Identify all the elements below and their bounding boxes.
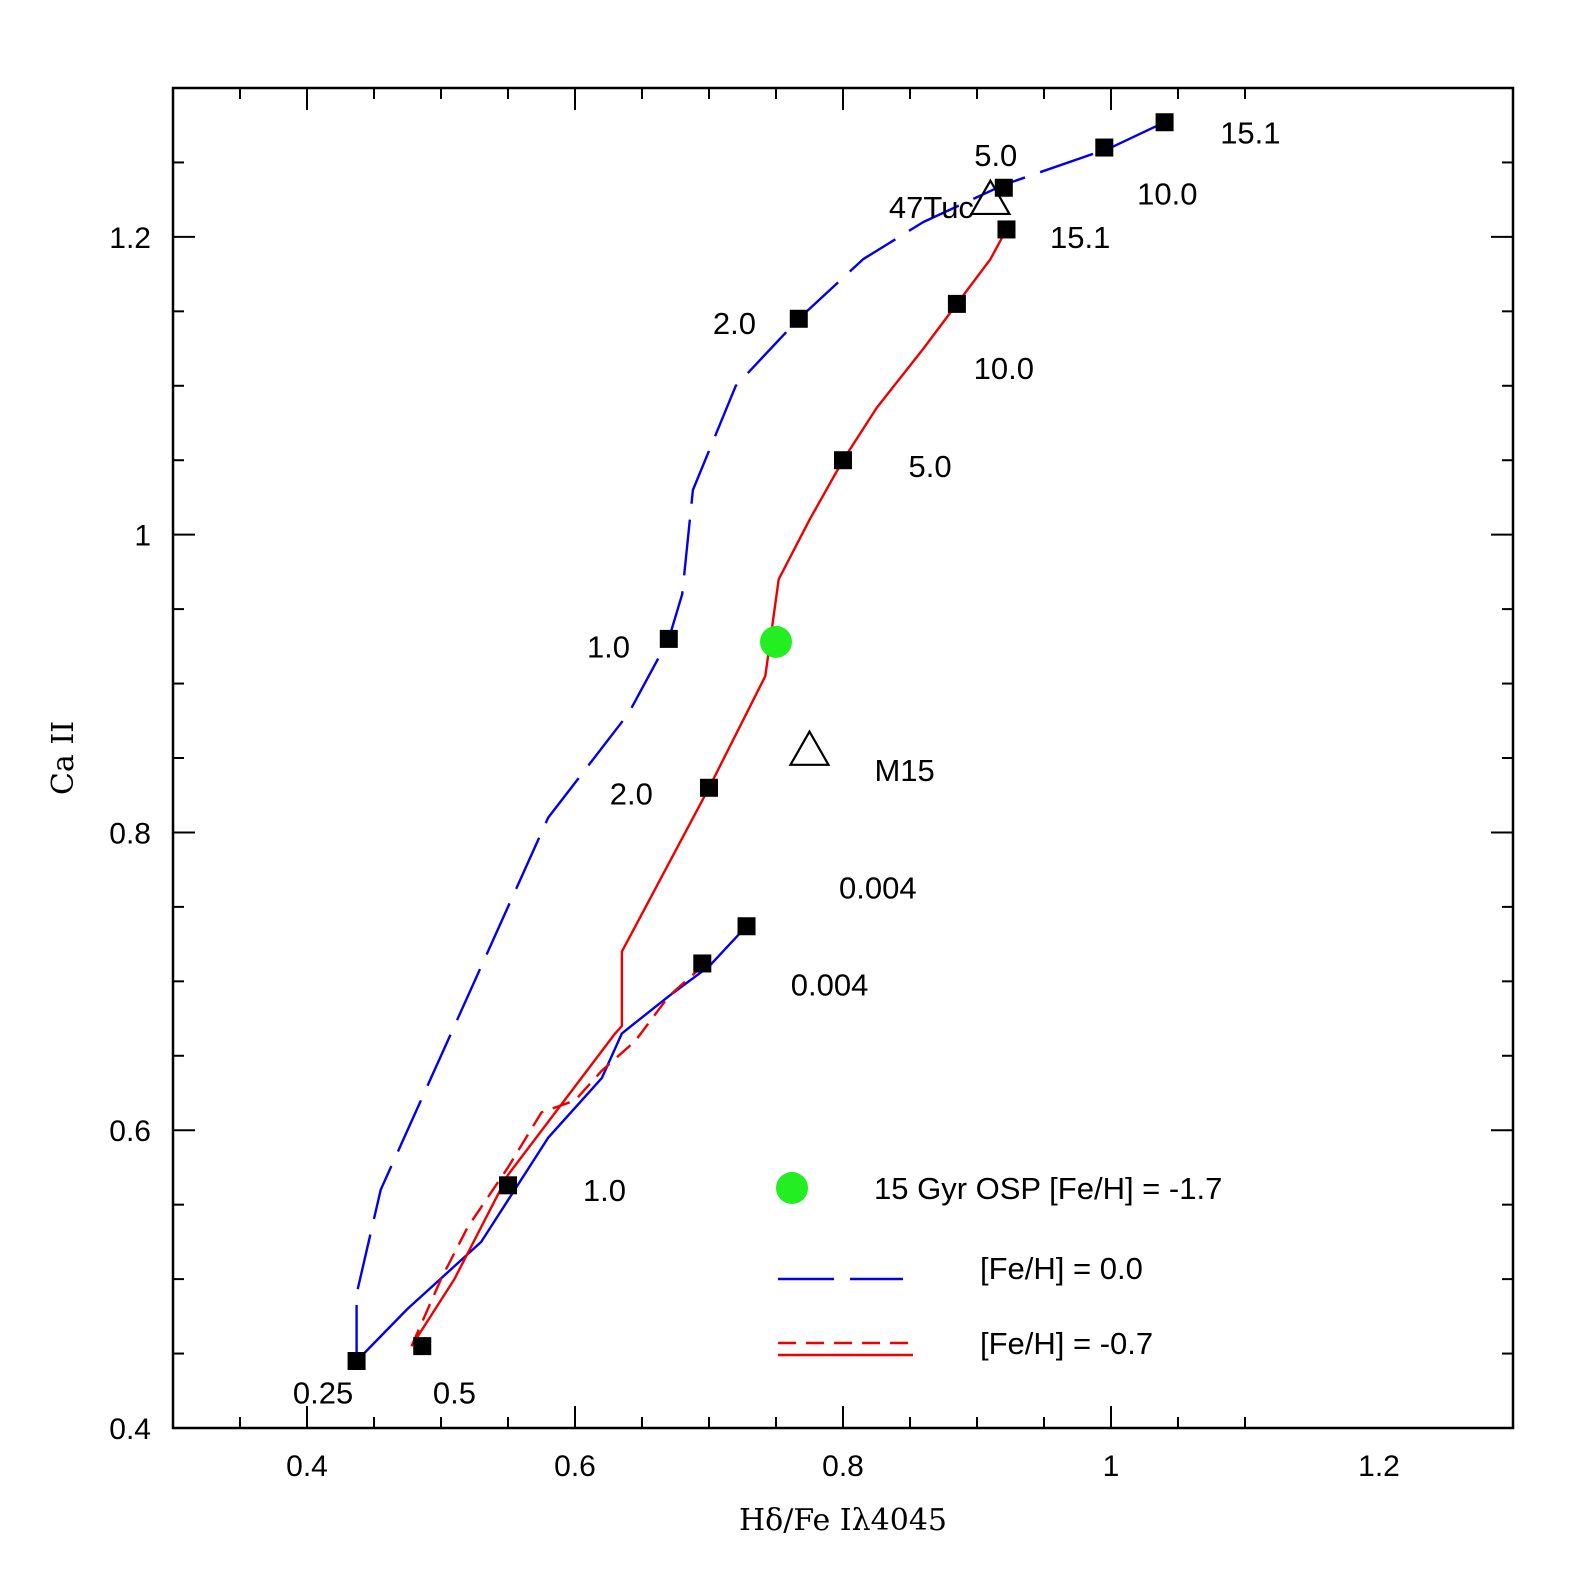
legend-label: [Fe/H] = -0.7 — [980, 1326, 1153, 1361]
x-axis-title: Hδ/Fe Iλ4045 — [739, 1503, 947, 1538]
age-marker — [499, 1176, 517, 1195]
legend-label: [Fe/H] = 0.0 — [980, 1251, 1143, 1286]
y-tick-label: 0.4 — [109, 1413, 151, 1446]
y-tick-label: 1.2 — [109, 222, 151, 255]
y-tick-label: 1 — [134, 520, 151, 553]
cluster-label: M15 — [874, 753, 934, 788]
age-marker — [693, 954, 712, 973]
age-marker — [1155, 113, 1174, 132]
age-marker — [1095, 138, 1114, 157]
age-labels: 0.25 0.5 1.0 0.004 0.004 1.0 2.0 5.0 10.0 15.1 2.0… — [293, 116, 1281, 1411]
age-label: 1.0 — [587, 629, 630, 664]
y-axis-tick-labels: 0.4 0.6 0.8 1 1.2 — [109, 222, 151, 1446]
age-marker — [997, 220, 1016, 239]
age-marker — [347, 1352, 366, 1370]
age-label: 0.004 — [839, 871, 917, 906]
x-axis-tick-labels: 0.4 0.6 0.8 1 1.2 — [286, 1450, 1400, 1483]
age-marker — [737, 917, 756, 936]
age-label: 10.0 — [974, 351, 1034, 386]
age-label: 10.0 — [1137, 177, 1197, 212]
legend-label: 15 Gyr OSP [Fe/H] = -1.7 — [874, 1171, 1222, 1206]
series-line — [355, 121, 1166, 1361]
x-tick-label: 0.8 — [822, 1450, 864, 1483]
y-axis-title: Ca II — [46, 721, 81, 795]
age-label: 2.0 — [610, 777, 653, 812]
age-label: 0.004 — [791, 967, 869, 1002]
age-label: 0.25 — [293, 1375, 353, 1410]
age-marker — [700, 778, 718, 797]
x-tick-label: 0.6 — [554, 1450, 596, 1483]
cluster-objects: 47Tuc M15 — [760, 178, 1012, 788]
age-marker — [659, 629, 678, 648]
x-tick-label: 1 — [1103, 1450, 1120, 1483]
legend: 15 Gyr OSP [Fe/H] = -1.7 [Fe/H] = 0.0 [Fe/… — [776, 1171, 1222, 1361]
age-label: 15.1 — [1220, 116, 1280, 151]
series-line — [355, 925, 748, 1362]
age-markers — [347, 113, 1174, 1370]
age-label: 1.0 — [583, 1173, 626, 1208]
y-tick-label: 0.6 — [109, 1115, 151, 1148]
axis-ticks — [173, 88, 1513, 1428]
age-label: 5.0 — [909, 449, 952, 484]
cluster-triangle-marker — [788, 729, 831, 766]
series-line — [410, 965, 704, 1347]
age-marker — [789, 309, 808, 328]
age-marker — [947, 294, 966, 313]
age-marker — [413, 1337, 432, 1356]
y-tick-label: 0.8 — [109, 817, 151, 850]
age-label: 15.1 — [1050, 220, 1110, 255]
legend-osp-marker — [776, 1172, 808, 1204]
age-marker — [834, 451, 852, 470]
x-tick-label: 1.2 — [1358, 1450, 1400, 1483]
cluster-triangle-marker — [969, 178, 1012, 216]
x-tick-label: 0.4 — [286, 1450, 328, 1483]
age-marker — [994, 178, 1013, 197]
osp-model-point — [760, 625, 792, 658]
plot-frame — [171, 86, 1515, 1430]
cluster-label: 47Tuc — [889, 190, 974, 225]
age-label: 2.0 — [713, 306, 756, 341]
age-label: 5.0 — [974, 138, 1017, 173]
age-label: 0.5 — [433, 1375, 476, 1410]
